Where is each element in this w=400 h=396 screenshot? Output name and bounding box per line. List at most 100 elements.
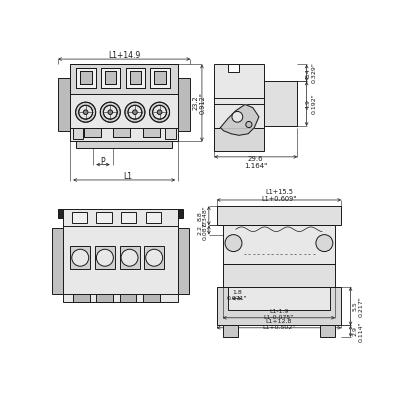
Bar bbox=[214, 65, 264, 128]
Circle shape bbox=[103, 105, 117, 119]
Circle shape bbox=[150, 102, 170, 122]
Circle shape bbox=[83, 110, 88, 114]
Bar bbox=[73, 294, 90, 302]
Bar bbox=[70, 246, 90, 269]
Bar bbox=[223, 264, 335, 287]
Bar bbox=[228, 65, 239, 72]
Text: 4.9
0.192": 4.9 0.192" bbox=[306, 93, 317, 114]
Bar bbox=[178, 78, 190, 131]
Bar bbox=[130, 70, 141, 84]
Text: 1.8
0.071": 1.8 0.071" bbox=[227, 290, 247, 301]
Bar bbox=[113, 128, 130, 137]
Bar bbox=[126, 68, 145, 88]
Text: 2.2
0.087": 2.2 0.087" bbox=[197, 220, 208, 240]
Bar bbox=[72, 128, 83, 139]
Bar bbox=[178, 228, 189, 294]
Bar bbox=[216, 206, 341, 225]
Bar bbox=[105, 70, 116, 84]
Bar bbox=[95, 246, 115, 269]
Circle shape bbox=[108, 110, 113, 114]
Text: 23.2
0.912": 23.2 0.912" bbox=[192, 92, 205, 114]
Bar bbox=[76, 68, 96, 88]
Bar bbox=[120, 294, 136, 302]
Circle shape bbox=[128, 105, 142, 119]
Circle shape bbox=[153, 105, 166, 119]
Polygon shape bbox=[220, 105, 259, 135]
Circle shape bbox=[72, 249, 89, 266]
Bar bbox=[58, 209, 62, 219]
Bar bbox=[223, 264, 335, 287]
Text: L1: L1 bbox=[124, 171, 132, 181]
Bar bbox=[80, 70, 92, 84]
Bar bbox=[126, 68, 145, 88]
Text: L1+15.5
L1+0.609": L1+15.5 L1+0.609" bbox=[261, 189, 296, 202]
Text: 8.8
0.348": 8.8 0.348" bbox=[197, 206, 208, 226]
Bar bbox=[80, 70, 92, 84]
Circle shape bbox=[246, 122, 252, 128]
Bar bbox=[62, 209, 178, 302]
Bar bbox=[178, 209, 183, 219]
Bar bbox=[52, 228, 62, 294]
Bar bbox=[214, 128, 264, 151]
Bar bbox=[130, 70, 141, 84]
Bar bbox=[62, 209, 178, 302]
Bar bbox=[264, 82, 297, 126]
Bar bbox=[146, 212, 161, 223]
Bar bbox=[96, 294, 113, 302]
Bar bbox=[165, 128, 176, 139]
Bar bbox=[214, 65, 264, 128]
Circle shape bbox=[157, 110, 162, 114]
Bar bbox=[223, 225, 335, 264]
Bar bbox=[120, 246, 140, 269]
Bar bbox=[101, 68, 120, 88]
Bar bbox=[228, 287, 330, 310]
Text: P: P bbox=[100, 157, 105, 166]
Text: 8.4
0.329": 8.4 0.329" bbox=[306, 63, 317, 84]
Circle shape bbox=[96, 249, 113, 266]
Circle shape bbox=[146, 249, 163, 266]
Bar bbox=[150, 68, 170, 88]
Bar bbox=[264, 82, 297, 126]
Circle shape bbox=[133, 110, 137, 114]
Bar bbox=[84, 128, 101, 137]
Bar bbox=[143, 128, 160, 137]
Circle shape bbox=[79, 105, 92, 119]
Bar bbox=[216, 287, 341, 326]
Bar bbox=[154, 70, 166, 84]
Bar bbox=[76, 68, 96, 88]
Bar bbox=[121, 212, 136, 223]
Bar bbox=[214, 128, 264, 151]
Circle shape bbox=[76, 102, 96, 122]
Bar bbox=[72, 212, 87, 223]
Circle shape bbox=[316, 234, 333, 251]
Bar bbox=[150, 68, 170, 88]
Bar bbox=[178, 78, 190, 131]
Bar bbox=[154, 70, 166, 84]
Circle shape bbox=[100, 102, 120, 122]
Bar bbox=[105, 70, 116, 84]
Circle shape bbox=[232, 111, 243, 122]
Bar bbox=[96, 212, 112, 223]
Bar bbox=[144, 246, 164, 269]
Bar bbox=[70, 65, 178, 94]
Bar bbox=[216, 206, 341, 225]
Bar bbox=[84, 128, 101, 137]
Bar bbox=[143, 128, 160, 137]
Text: L1-1.9
L1-0.075": L1-1.9 L1-0.075" bbox=[264, 309, 294, 320]
Bar bbox=[70, 65, 178, 141]
Circle shape bbox=[225, 234, 242, 251]
Bar bbox=[143, 294, 160, 302]
Text: 5.5
0.217": 5.5 0.217" bbox=[353, 296, 364, 317]
Bar bbox=[216, 287, 341, 326]
Text: 29.6
1.164": 29.6 1.164" bbox=[244, 156, 268, 169]
Bar bbox=[101, 68, 120, 88]
Bar bbox=[223, 225, 335, 264]
Bar bbox=[70, 65, 178, 141]
Bar bbox=[76, 141, 172, 148]
Bar bbox=[223, 326, 238, 337]
Bar bbox=[58, 78, 70, 131]
Circle shape bbox=[125, 102, 145, 122]
Bar bbox=[58, 78, 70, 131]
Text: L1+14.9: L1+14.9 bbox=[108, 51, 140, 61]
Bar bbox=[320, 326, 335, 337]
